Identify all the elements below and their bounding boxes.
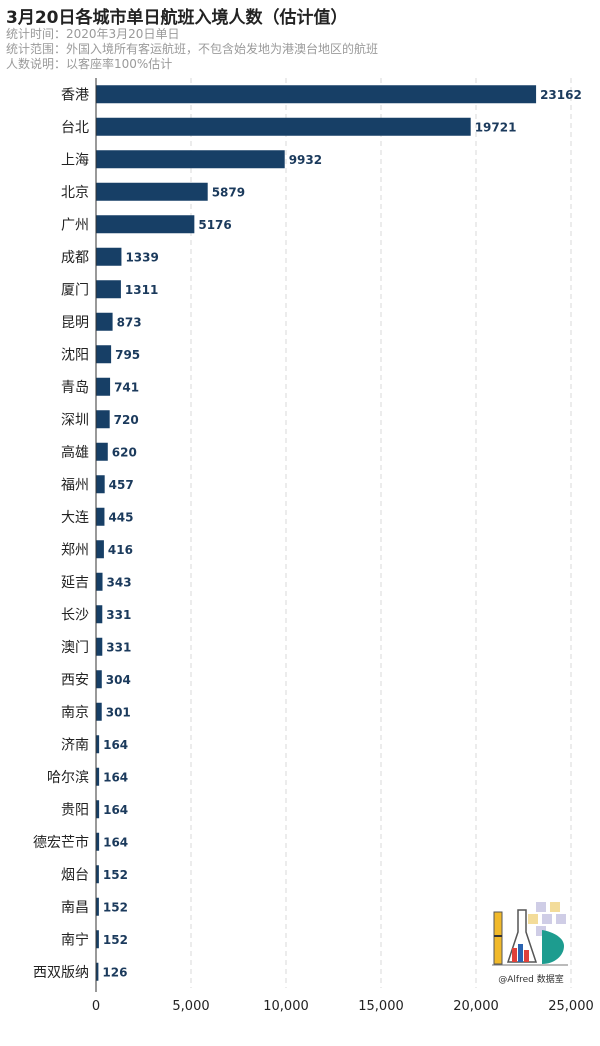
bar [96, 85, 537, 104]
data-label: 445 [108, 510, 133, 524]
data-label: 873 [117, 315, 142, 329]
data-label: 343 [107, 575, 132, 589]
category-label: 西双版纳 [33, 965, 89, 981]
bar [96, 572, 103, 591]
category-label: 济南 [61, 737, 89, 753]
data-label: 152 [103, 900, 128, 914]
bar [96, 832, 100, 851]
data-label: 164 [103, 835, 128, 849]
data-label: 720 [114, 413, 139, 427]
bar [96, 410, 110, 429]
data-label: 9932 [289, 153, 322, 167]
data-label: 5879 [212, 185, 245, 199]
data-label: 301 [106, 705, 131, 719]
data-label: 620 [112, 445, 137, 459]
bar [96, 897, 99, 916]
bar [96, 280, 121, 299]
data-label: 331 [106, 640, 131, 654]
category-label: 昆明 [61, 315, 89, 331]
chart-title: 3月20日各城市单日航班入境人数（估计值） [6, 8, 348, 28]
bar [96, 182, 208, 201]
x-tick-label: 20,000 [453, 999, 499, 1014]
category-label: 南京 [61, 705, 89, 721]
x-tick-label: 5,000 [172, 999, 209, 1014]
bar [96, 215, 195, 234]
watermark-logo: @Alfred 数据室 [492, 898, 570, 988]
bar [96, 377, 111, 396]
bar [96, 247, 122, 266]
bar [96, 800, 100, 819]
bar [96, 117, 471, 136]
data-label: 126 [102, 965, 127, 979]
category-label: 烟台 [61, 867, 89, 883]
category-label: 贵阳 [61, 802, 89, 818]
category-label: 沈阳 [61, 347, 89, 363]
x-tick-label: 25,000 [548, 999, 594, 1014]
bar [96, 507, 105, 526]
data-label: 416 [108, 543, 133, 557]
bar [96, 475, 105, 494]
category-label: 成都 [61, 250, 89, 266]
category-label: 澳门 [61, 640, 89, 656]
x-tick-label: 10,000 [263, 999, 309, 1014]
data-label: 23162 [540, 88, 582, 102]
data-label: 152 [103, 868, 128, 882]
bar [96, 605, 103, 624]
bar [96, 962, 99, 981]
bar [96, 540, 104, 559]
category-label: 长沙 [61, 607, 89, 623]
subtitle-note: 人数说明：以客座率100%估计 [6, 57, 173, 71]
category-label: 德宏芒市 [33, 834, 89, 851]
category-label: 南昌 [61, 900, 89, 916]
category-label: 厦门 [61, 282, 89, 298]
bar [96, 345, 112, 364]
category-label: 大连 [61, 510, 89, 526]
category-label: 福州 [61, 477, 89, 493]
bar [96, 150, 285, 169]
data-label: 304 [106, 673, 131, 687]
flask-chart-icon [492, 902, 568, 966]
category-label: 台北 [61, 120, 89, 136]
bar [96, 930, 99, 949]
data-label: 5176 [198, 218, 231, 232]
data-label: 457 [109, 478, 134, 492]
x-tick-label: 0 [92, 999, 100, 1014]
category-label: 广州 [61, 217, 89, 233]
data-label: 1311 [125, 283, 158, 297]
bar [96, 637, 103, 656]
data-label: 152 [103, 933, 128, 947]
category-label: 西安 [61, 672, 89, 688]
bar [96, 312, 113, 331]
bar [96, 767, 100, 786]
subtitle-time: 统计时间：2020年3月20日单日 [6, 27, 180, 41]
data-label: 164 [103, 803, 128, 817]
watermark-text: @Alfred 数据室 [498, 975, 564, 985]
bar [96, 735, 100, 754]
category-label: 哈尔滨 [47, 770, 89, 786]
category-label: 延吉 [61, 575, 89, 591]
bar [96, 442, 108, 461]
data-label: 1339 [125, 250, 158, 264]
category-label: 高雄 [61, 444, 89, 461]
category-label: 郑州 [61, 542, 89, 558]
data-label: 164 [103, 738, 128, 752]
bar [96, 670, 102, 689]
data-label: 741 [114, 380, 139, 394]
category-label: 上海 [61, 152, 89, 168]
data-label: 331 [106, 608, 131, 622]
category-label: 青岛 [61, 380, 89, 396]
bar [96, 865, 99, 884]
category-label: 香港 [61, 87, 89, 103]
data-label: 164 [103, 770, 128, 784]
category-label: 深圳 [61, 412, 89, 428]
category-label: 北京 [61, 185, 89, 201]
category-label: 南宁 [61, 931, 89, 948]
x-tick-label: 15,000 [358, 999, 404, 1014]
data-label: 795 [115, 348, 140, 362]
bar [96, 702, 102, 721]
subtitle-scope: 统计范围：外国入境所有客运航班，不包含始发地为港澳台地区的航班 [6, 42, 379, 56]
data-label: 19721 [475, 120, 517, 134]
